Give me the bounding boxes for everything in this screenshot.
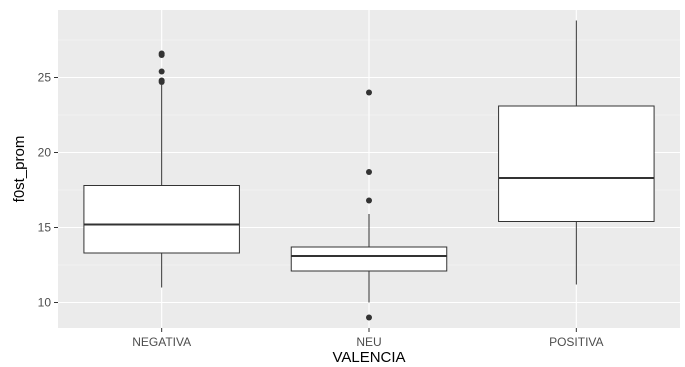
- y-axis-title: f0st_prom: [11, 136, 28, 203]
- outlier-point: [158, 77, 165, 84]
- x-axis-ticks: NEGATIVA NEU POSITIVA: [132, 328, 604, 349]
- box-negativa: [83, 50, 240, 288]
- box-iqr: [290, 246, 448, 272]
- box-positiva: [498, 20, 655, 285]
- y-tick-label: 15: [38, 221, 52, 235]
- box-neu: [290, 89, 448, 321]
- outlier-point: [366, 314, 372, 321]
- outlier-point: [158, 50, 165, 57]
- y-tick-label: 10: [38, 296, 52, 310]
- outlier-point: [366, 89, 372, 96]
- x-tick-label: NEGATIVA: [132, 335, 191, 349]
- boxes: [83, 20, 655, 321]
- x-tick-label: POSITIVA: [549, 335, 603, 349]
- box-iqr: [498, 105, 655, 222]
- y-axis-ticks: 10 15 20 25: [38, 71, 58, 310]
- outlier-point: [366, 197, 372, 204]
- x-tick-label: NEU: [356, 335, 381, 349]
- y-tick-label: 20: [38, 146, 52, 160]
- y-tick-label: 25: [38, 71, 52, 85]
- box-iqr: [83, 185, 240, 254]
- outlier-point: [158, 68, 165, 75]
- x-axis-title: VALENCIA: [332, 349, 405, 366]
- outlier-point: [366, 169, 372, 175]
